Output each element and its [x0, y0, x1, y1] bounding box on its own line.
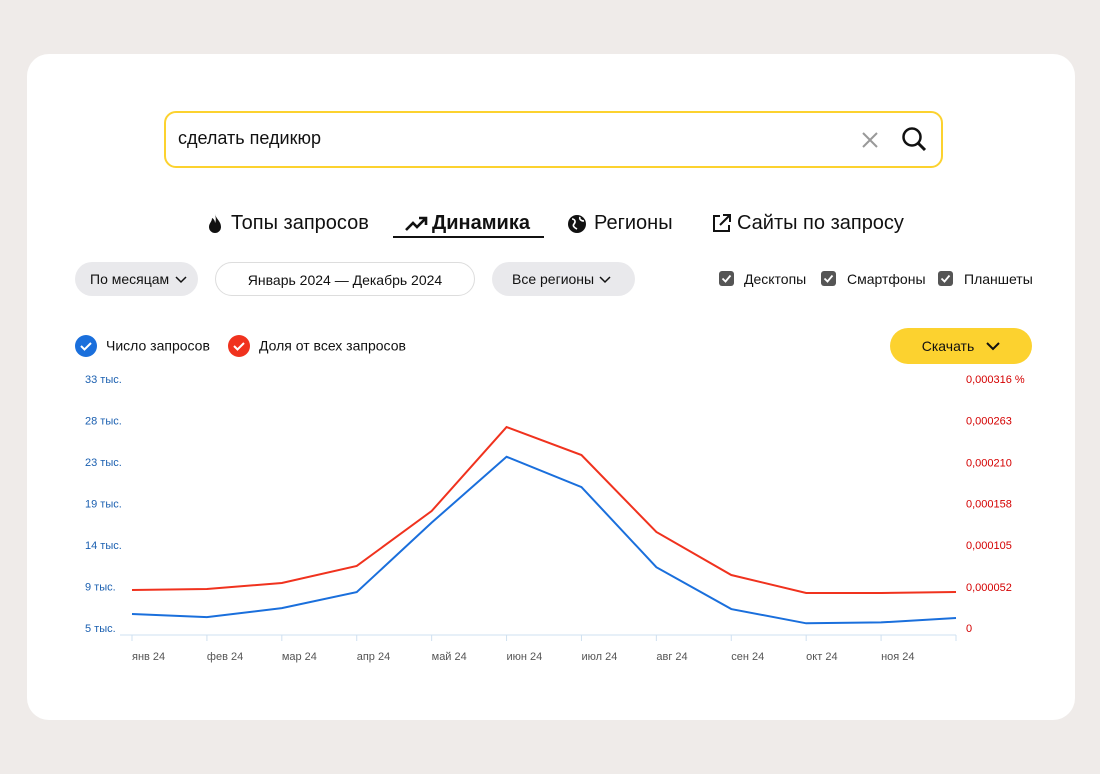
- line: [131, 425, 957, 594]
- x-tick-label: авг 24: [656, 651, 687, 663]
- legend-marker: [75, 335, 97, 357]
- tab-active[interactable]: Динамика: [432, 212, 530, 234]
- y2-tick-label: 0: [966, 623, 972, 635]
- tab[interactable]: Регионы: [594, 212, 673, 234]
- download-button[interactable]: Скачать: [890, 328, 1032, 364]
- download-label: Скачать: [921, 338, 975, 354]
- tab[interactable]: Сайты по запросу: [737, 212, 904, 234]
- line: [131, 455, 957, 625]
- chevron: [175, 276, 187, 284]
- x-tick-label: сен 24: [731, 651, 764, 663]
- y2-tick-label: 0,000210: [966, 457, 1012, 469]
- check: [823, 274, 834, 283]
- region-select[interactable]: Все регионы: [492, 262, 635, 296]
- date-label: Январь 2024 — Декабрь 2024: [247, 272, 443, 288]
- y2-tick-label: 0,000316 %: [966, 374, 1025, 386]
- x-tick-label: мар 24: [282, 651, 317, 663]
- clear-icon[interactable]: [860, 130, 880, 150]
- trend-icon: [405, 216, 428, 231]
- device-label: Планшеты: [964, 271, 1033, 287]
- period-label: По месяцам: [90, 271, 170, 287]
- card: [27, 54, 1075, 720]
- checkbox[interactable]: [938, 271, 953, 286]
- legend-check: [80, 342, 92, 351]
- y-tick-label: 33 тыс.: [85, 374, 122, 386]
- tab[interactable]: Топы запросов: [231, 212, 369, 234]
- x-tick-label: июл 24: [581, 651, 617, 663]
- y2-tick-label: 0,000105: [966, 540, 1012, 552]
- check: [940, 274, 951, 283]
- y-tick-label: 9 тыс.: [85, 581, 116, 593]
- chevron: [986, 342, 1000, 351]
- x-tick-label: июн 24: [507, 651, 543, 663]
- x-tick-label: окт 24: [806, 651, 837, 663]
- region-label: Все регионы: [512, 271, 595, 287]
- check: [721, 274, 732, 283]
- device-label: Смартфоны: [847, 271, 926, 287]
- device-label: Десктопы: [744, 271, 807, 287]
- search-query[interactable]: сделать педикюр: [178, 128, 321, 148]
- tab-underline: [393, 236, 544, 238]
- legend-label: Число запросов: [106, 338, 210, 354]
- y2-tick-label: 0,000263: [966, 416, 1012, 428]
- x-tick-label: май 24: [432, 651, 467, 663]
- globe-icon: [568, 215, 586, 233]
- y-tick-label: 5 тыс.: [85, 623, 116, 635]
- search-box[interactable]: [164, 111, 943, 168]
- y-tick-label: 23 тыс.: [85, 457, 122, 469]
- date-range[interactable]: Январь 2024 — Декабрь 2024: [215, 262, 475, 296]
- y2-tick-label: 0,000052: [966, 582, 1012, 594]
- legend-marker: [228, 335, 250, 357]
- link-icon: [713, 214, 731, 232]
- y-tick-label: 14 тыс.: [85, 540, 122, 552]
- checkbox[interactable]: [821, 271, 836, 286]
- chevron: [599, 276, 611, 284]
- x-tick-label: апр 24: [357, 651, 390, 663]
- legend-check: [233, 342, 245, 351]
- y-tick-label: 28 тыс.: [85, 415, 122, 427]
- checkbox[interactable]: [719, 271, 734, 286]
- x-tick-label: фев 24: [207, 651, 243, 663]
- search-icon[interactable]: [900, 125, 930, 155]
- period-select[interactable]: По месяцам: [75, 262, 198, 296]
- x-tick-label: ноя 24: [881, 651, 914, 663]
- x-tick-label: янв 24: [132, 651, 165, 663]
- fire-icon: [209, 214, 221, 233]
- y-tick-label: 19 тыс.: [85, 498, 122, 510]
- y2-tick-label: 0,000158: [966, 498, 1012, 510]
- legend-label: Доля от всех запросов: [259, 338, 406, 354]
